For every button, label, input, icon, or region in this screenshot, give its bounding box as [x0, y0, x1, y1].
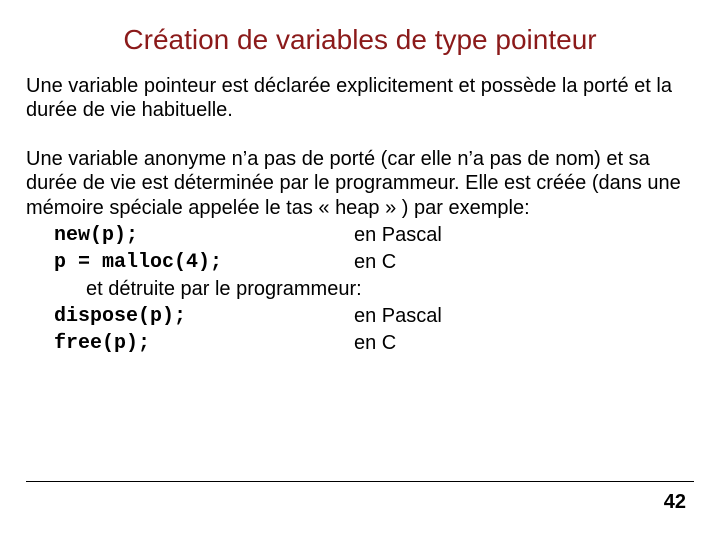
- code-snippet: p = malloc(4);: [26, 249, 354, 276]
- code-snippet: new(p);: [26, 222, 354, 249]
- slide: Création de variables de type pointeur U…: [0, 0, 720, 540]
- code-row: new(p); en Pascal: [26, 222, 694, 249]
- code-language-label: en Pascal: [354, 222, 694, 249]
- slide-title: Création de variables de type pointeur: [26, 24, 694, 56]
- page-number: 42: [664, 491, 686, 514]
- paragraph-2: Une variable anonyme n’a pas de porté (c…: [26, 147, 694, 220]
- code-language-label: en C: [354, 249, 694, 276]
- code-row: dispose(p); en Pascal: [26, 303, 694, 330]
- paragraph-1: Une variable pointeur est déclarée expli…: [26, 74, 694, 123]
- destroy-intro: et détruite par le programmeur:: [26, 276, 694, 303]
- code-row: p = malloc(4); en C: [26, 249, 694, 276]
- code-snippet: dispose(p);: [26, 303, 354, 330]
- code-language-label: en C: [354, 330, 694, 357]
- code-language-label: en Pascal: [354, 303, 694, 330]
- code-snippet: free(p);: [26, 330, 354, 357]
- footer-divider: [26, 481, 694, 482]
- code-row: free(p); en C: [26, 330, 694, 357]
